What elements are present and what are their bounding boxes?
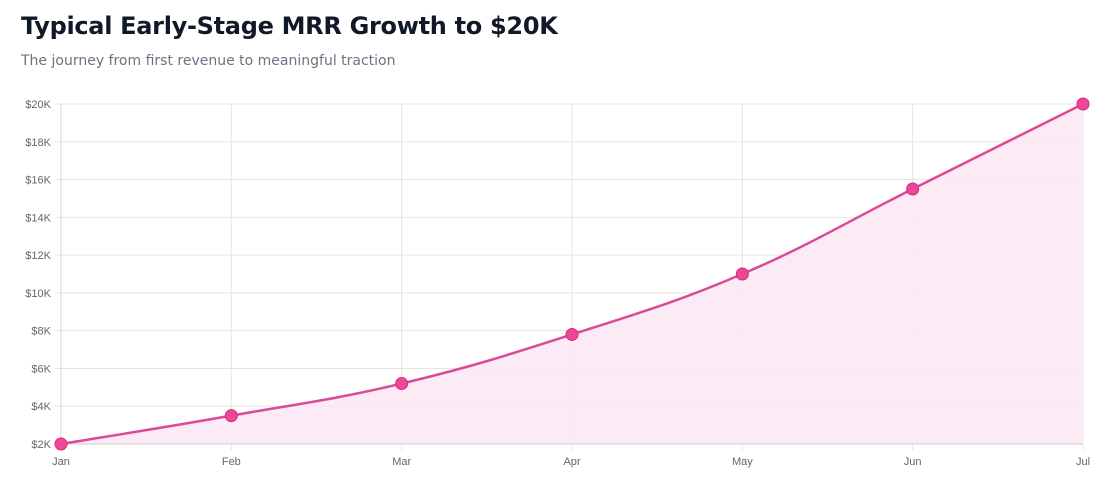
x-tick-label: Feb bbox=[222, 456, 241, 468]
y-tick-label: $14K bbox=[25, 212, 51, 224]
data-point-mar bbox=[395, 377, 409, 391]
series-area-fill bbox=[61, 104, 1083, 444]
x-tick-label: Jul bbox=[1076, 456, 1090, 468]
series-layer bbox=[54, 97, 1090, 451]
x-tick-label: May bbox=[732, 456, 753, 468]
axes bbox=[60, 104, 1083, 445]
data-point-jun bbox=[906, 182, 920, 196]
data-point-feb bbox=[224, 409, 238, 423]
y-tick-label: $4K bbox=[31, 401, 51, 413]
data-point-apr bbox=[565, 327, 579, 341]
y-tick-label: $12K bbox=[25, 250, 51, 262]
x-axis-ticks: Jan Feb Mar Apr May Jun Jul bbox=[52, 456, 1090, 468]
y-tick-label: $6K bbox=[31, 363, 51, 375]
x-tick-label: Jan bbox=[52, 456, 70, 468]
y-tick-label: $16K bbox=[25, 175, 51, 187]
y-tick-label: $18K bbox=[25, 137, 51, 149]
area-layer bbox=[61, 104, 1083, 444]
x-tick-label: Jun bbox=[904, 456, 922, 468]
y-axis-ticks: $2K $4K $6K $8K $10K $12K $14K $16K $18K $20K bbox=[25, 99, 51, 451]
data-point-jul bbox=[1076, 97, 1090, 111]
data-point-may bbox=[735, 267, 749, 281]
chart-title: Typical Early-Stage MRR Growth to $20K bbox=[21, 12, 558, 40]
y-tick-label: $20K bbox=[25, 99, 51, 111]
data-point-jan bbox=[54, 437, 68, 451]
y-tick-label: $8K bbox=[31, 326, 51, 338]
chart-subtitle: The journey from first revenue to meanin… bbox=[21, 53, 396, 69]
y-tick-label: $2K bbox=[31, 439, 51, 451]
x-tick-label: Apr bbox=[563, 456, 580, 468]
x-tick-label: Mar bbox=[392, 456, 411, 468]
y-tick-label: $10K bbox=[25, 288, 51, 300]
